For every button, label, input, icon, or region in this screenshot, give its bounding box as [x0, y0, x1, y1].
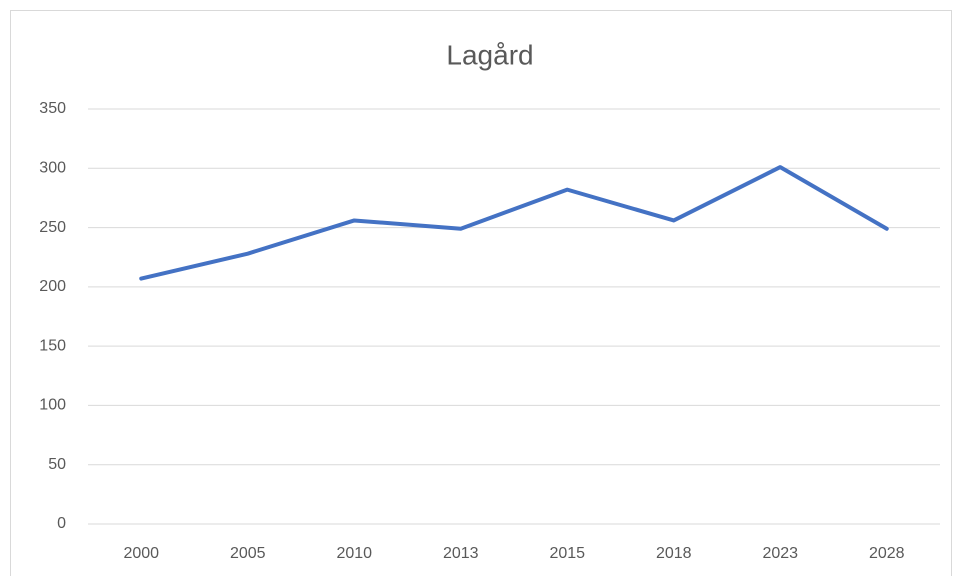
y-tick-label: 200: [39, 278, 66, 295]
chart-frame: [10, 10, 952, 576]
y-tick-label: 300: [39, 160, 66, 177]
y-tick-label: 0: [57, 515, 66, 532]
y-tick-label: 150: [39, 337, 66, 354]
x-tick-label: 2028: [869, 545, 905, 562]
y-tick-label: 250: [39, 219, 66, 236]
chart-title: Lagård: [446, 39, 533, 70]
y-tick-label: 350: [39, 100, 66, 117]
y-tick-label: 100: [39, 397, 66, 414]
x-tick-label: 2018: [656, 545, 692, 562]
x-tick-label: 2010: [336, 545, 372, 562]
data-line: [139, 165, 889, 281]
x-tick-label: 2013: [443, 545, 479, 562]
x-tick-label: 2005: [230, 545, 266, 562]
x-tick-label: 2015: [549, 545, 585, 562]
y-tick-label: 50: [48, 456, 66, 473]
x-tick-label: 2023: [762, 545, 798, 562]
x-tick-label: 2000: [123, 545, 159, 562]
